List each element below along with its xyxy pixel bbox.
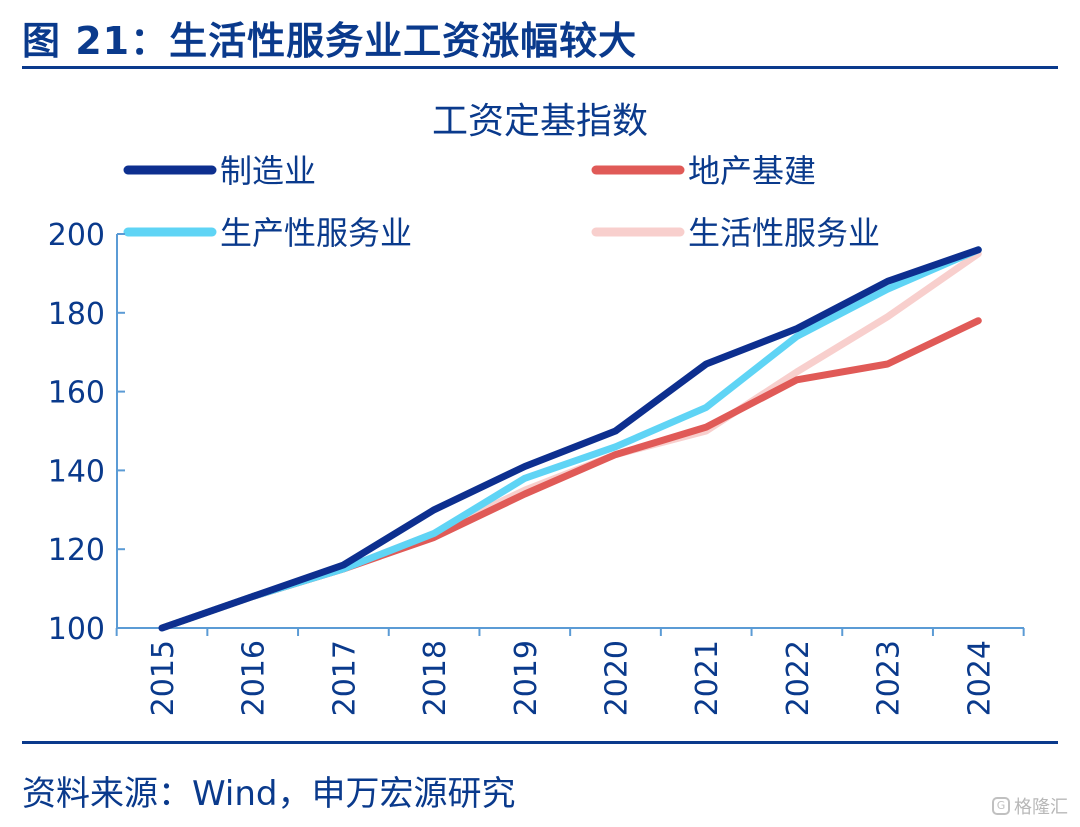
y-tick-label: 120 xyxy=(48,533,105,568)
legend-label: 生产性服务业 xyxy=(220,214,412,252)
y-tick-label: 200 xyxy=(48,218,105,253)
x-tick-label: 2022 xyxy=(781,640,816,716)
watermark-logo-icon: G xyxy=(992,797,1010,815)
x-tick-label: 2018 xyxy=(418,640,453,716)
series-lines xyxy=(158,246,982,632)
source-note: 资料来源：Wind，申万宏源研究 xyxy=(22,774,516,814)
y-tick-label: 100 xyxy=(48,612,105,647)
x-tick-label: 2024 xyxy=(962,640,997,716)
y-tick-label: 180 xyxy=(48,297,105,332)
x-tick-label: 2017 xyxy=(327,640,362,716)
y-tick-label: 160 xyxy=(48,376,105,411)
chart-title: 工资定基指数 xyxy=(432,101,648,142)
series-line xyxy=(158,250,982,632)
figure-title: 图 21：生活性服务业工资涨幅较大 xyxy=(22,19,638,63)
y-tick-label: 140 xyxy=(48,454,105,489)
series-line xyxy=(158,246,982,632)
x-tick-label: 2015 xyxy=(146,640,181,716)
watermark: G 格隆汇 xyxy=(992,793,1068,819)
legend-label: 地产基建 xyxy=(688,152,816,190)
legend-label: 制造业 xyxy=(220,152,316,190)
legend-label: 生活性服务业 xyxy=(688,214,880,252)
source-rule xyxy=(22,741,1058,744)
series-line xyxy=(158,246,982,632)
title-rule xyxy=(22,66,1058,69)
watermark-text: 格隆汇 xyxy=(1014,797,1068,818)
x-tick-label: 2021 xyxy=(690,640,725,716)
axes: 100 120 140 160 180 200 2015 2016 2017 2018 2019 20… xyxy=(48,218,1025,716)
x-tick-label: 2016 xyxy=(237,640,272,716)
x-tick-label: 2020 xyxy=(600,640,635,716)
x-tick-label: 2023 xyxy=(872,640,907,716)
x-tick-label: 2019 xyxy=(509,640,544,716)
